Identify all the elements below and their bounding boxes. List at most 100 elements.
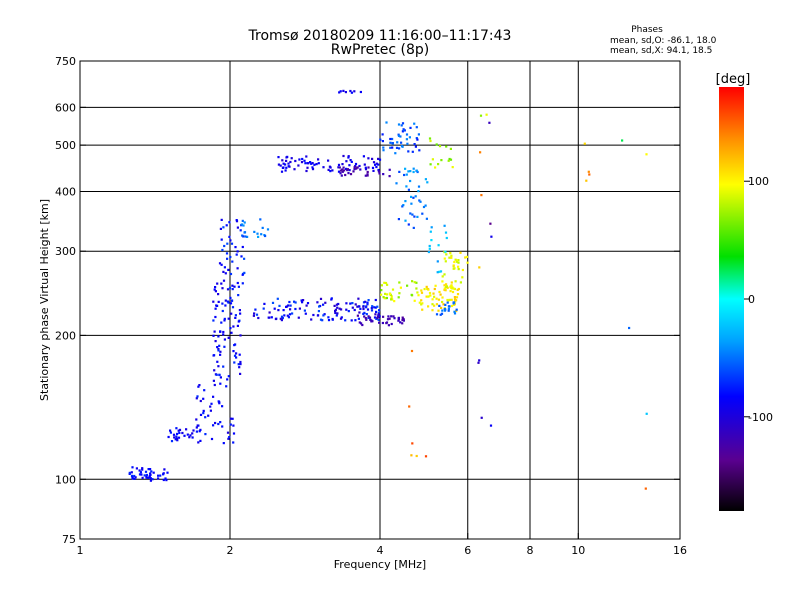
- data-point: [243, 221, 246, 224]
- data-point: [382, 315, 385, 318]
- data-point: [407, 150, 410, 153]
- data-point: [199, 439, 202, 442]
- data-point: [148, 475, 151, 478]
- data-point: [175, 427, 178, 430]
- data-point: [287, 316, 290, 319]
- data-point: [410, 454, 413, 457]
- data-point: [425, 285, 428, 288]
- data-point: [178, 428, 182, 431]
- data-point: [234, 246, 237, 249]
- data-point: [418, 301, 421, 304]
- data-point: [450, 285, 453, 288]
- colorbar-ticks: 100 0 -100: [744, 175, 773, 424]
- data-point: [358, 321, 361, 324]
- data-point: [354, 303, 357, 306]
- data-point: [221, 248, 224, 252]
- data-point: [360, 322, 363, 325]
- data-point: [361, 323, 364, 327]
- data-point: [303, 309, 306, 312]
- data-point: [644, 487, 647, 490]
- data-point: [337, 166, 340, 169]
- data-point: [293, 168, 296, 171]
- data-point: [167, 435, 170, 439]
- data-point: [224, 304, 227, 307]
- data-point: [317, 314, 320, 317]
- data-point: [304, 162, 307, 165]
- data-point: [358, 164, 361, 168]
- data-point: [169, 429, 172, 432]
- data-point: [261, 226, 264, 229]
- data-point: [416, 138, 419, 141]
- data-point: [405, 138, 408, 141]
- x-axis-ticks: 1 2 4 6 8 10 16: [77, 533, 687, 557]
- data-point: [380, 289, 383, 292]
- data-point: [291, 312, 294, 315]
- data-point: [197, 385, 200, 388]
- data-point: [390, 322, 393, 326]
- data-point: [253, 230, 256, 233]
- data-point: [311, 166, 314, 169]
- data-point: [436, 260, 439, 263]
- data-point: [222, 270, 225, 273]
- data-point: [273, 307, 276, 310]
- data-point: [378, 321, 381, 324]
- data-point: [353, 90, 356, 93]
- data-point: [415, 169, 418, 172]
- colorbar-tick-label: 0: [748, 293, 755, 306]
- data-point: [135, 467, 138, 470]
- data-point: [311, 162, 314, 165]
- data-point: [431, 309, 434, 312]
- data-point: [435, 297, 438, 300]
- data-point: [453, 303, 456, 306]
- data-point: [147, 468, 150, 471]
- data-point: [290, 157, 293, 160]
- data-point: [448, 256, 451, 259]
- data-point: [489, 222, 492, 225]
- data-point: [344, 173, 347, 177]
- data-point: [220, 282, 223, 285]
- data-point: [216, 282, 219, 285]
- data-point: [364, 306, 368, 309]
- data-point: [192, 429, 195, 432]
- data-point: [191, 436, 194, 439]
- data-point: [440, 312, 444, 315]
- data-point: [415, 281, 418, 284]
- data-point: [223, 244, 226, 248]
- data-point: [232, 432, 236, 435]
- data-point: [315, 163, 318, 166]
- data-point: [412, 226, 415, 229]
- data-point: [444, 231, 448, 234]
- data-point: [364, 174, 367, 177]
- data-point: [239, 312, 242, 315]
- data-point: [397, 218, 400, 221]
- data-point: [216, 360, 219, 363]
- data-point: [253, 312, 256, 315]
- data-point: [457, 287, 460, 291]
- data-point: [437, 298, 440, 301]
- data-point: [164, 477, 167, 480]
- data-point: [220, 321, 223, 324]
- data-point: [347, 156, 350, 159]
- data-point: [385, 321, 389, 324]
- data-point: [438, 304, 441, 307]
- data-point: [387, 315, 390, 318]
- data-point: [262, 307, 265, 310]
- data-point: [131, 477, 134, 480]
- data-point: [225, 385, 228, 388]
- data-point: [212, 334, 215, 337]
- data-point: [235, 253, 238, 256]
- data-point: [340, 174, 343, 177]
- data-point: [429, 139, 432, 143]
- data-point: [222, 330, 225, 334]
- data-point: [402, 128, 405, 131]
- data-point: [406, 142, 409, 145]
- data-point: [138, 473, 142, 476]
- data-point: [450, 298, 453, 301]
- data-point: [230, 299, 234, 302]
- data-point: [221, 287, 224, 290]
- data-point: [223, 345, 226, 348]
- data-point: [203, 389, 206, 392]
- data-point: [345, 308, 348, 311]
- data-point: [236, 267, 239, 270]
- data-point: [393, 300, 396, 303]
